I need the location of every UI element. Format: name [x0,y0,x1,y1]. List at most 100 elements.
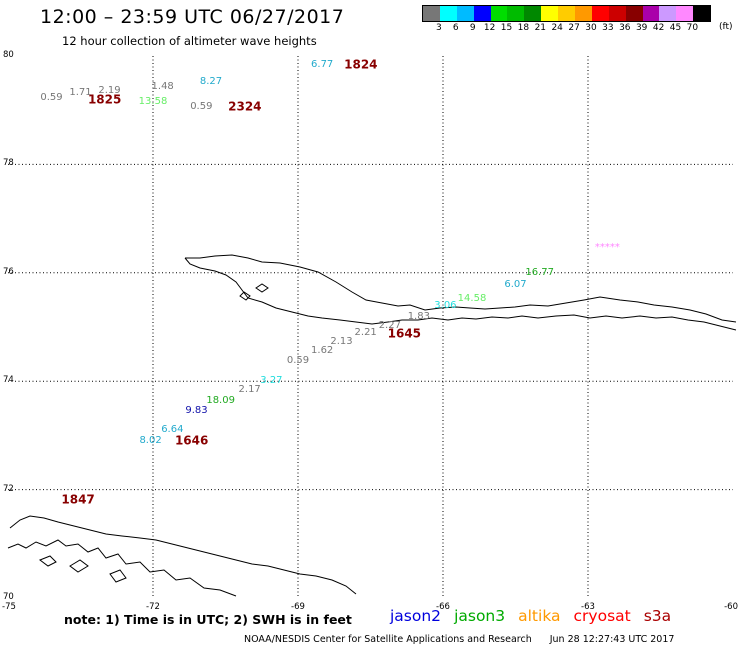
satellite-s3a: s3a [643,607,672,625]
wave-height-value: 2.13 [330,336,353,348]
satellite-jason2: jason2 [390,607,442,625]
pass-time-label: 2324 [228,99,262,114]
wave-height-value: 1.83 [407,311,430,323]
coastline-segment [9,515,357,595]
pass-time-label: 1646 [174,433,209,448]
legend-swatch [423,6,440,21]
legend-swatch [575,6,592,21]
satellite-legend: jason2 jason3 altika cryosat s3a [390,607,684,625]
legend-label: 24 [551,23,563,33]
legend-swatch [541,6,559,21]
latitude-label: 70 [3,592,14,602]
satellite-cryosat: cryosat [573,607,631,625]
wave-height-value: 6.77 [311,59,334,71]
legend-swatch [507,6,525,21]
longitude-label: -63 [581,602,595,612]
coastline-segment [185,254,737,323]
legend-label: 33 [602,23,614,33]
latitude-label: 72 [3,483,14,494]
pass-time-label: 1847 [61,492,95,507]
wave-height-value: 0.59 [40,91,63,103]
wave-height-value: 8.27 [199,75,223,87]
legend-label: 30 [585,23,597,33]
wave-height-value: 6.07 [504,279,527,291]
wave-height-value: 1.71 [69,86,92,98]
footer-timestamp: Jun 28 12:27:43 UTC 2017 [549,634,675,645]
wave-height-value: 2.21 [354,326,377,338]
legend-label: 21 [534,23,547,33]
legend-swatch [558,6,576,21]
wave-height-value: 1.62 [311,345,334,357]
latitude-label: 74 [3,375,14,386]
legend-label: 15 [500,23,513,33]
footer-agency: NOAA/NESDIS Center for Satellite Applica… [244,634,532,645]
legend-swatch [693,6,711,21]
pass-time-label: 1824 [344,57,378,72]
coastline [7,254,737,597]
legend-swatch [591,6,609,21]
pass-time-label: 1825 [87,92,122,107]
legend-label: 18 [517,23,530,33]
wave-height-value: 13.58 [138,96,168,108]
coastline-segment [69,559,89,573]
wave-height-value: 1.48 [151,81,174,93]
legend-swatch [642,6,660,21]
legend-swatch [625,6,643,21]
legend-label: 70 [686,23,699,33]
legend-label: 36 [619,23,631,33]
map-title: 12:00 – 23:59 UTC 06/27/2017 [40,6,345,28]
legend-label: 27 [568,23,580,33]
satellite-altika: altika [518,607,561,625]
wave-height-value: 16.77 [525,266,554,278]
map-subtitle: 12 hour collection of altimeter wave hei… [62,34,317,48]
latitude-label: 78 [3,158,14,169]
legend-swatch [473,6,491,21]
wave-height-value: 3.27 [260,375,283,387]
wave-height-value: 14.58 [457,292,487,304]
latitude-label: 76 [3,266,14,277]
coastline-segment [7,539,237,597]
gridlines [8,56,733,598]
wave-height-value: 0.59 [190,101,213,113]
color-legend [422,5,712,22]
legend-swatch [659,6,677,21]
legend-swatch [524,6,542,21]
wave-height-value: 3.06 [434,300,457,312]
wave-height-value: 18.09 [206,394,235,406]
coastline-segment [239,291,251,301]
coastline-segment [109,569,127,583]
legend-unit: (ft) [719,22,733,32]
longitude-label: -72 [146,602,160,612]
legend-label: 3 [436,23,442,33]
longitude-label: -66 [436,602,450,612]
note-text: note: 1) Time is in UTC; 2) SWH is in fe… [64,612,352,627]
wave-height-value: 2.17 [238,383,261,395]
longitude-label: -75 [2,602,16,612]
legend-label: 6 [452,23,459,33]
legend-label: 39 [635,23,648,33]
coastline-segment [255,283,269,293]
wave-height-value: 8.02 [139,434,162,446]
wave-height-value: 2.19 [98,85,121,97]
longitude-label: -60 [724,602,738,612]
legend-label: 9 [469,23,476,33]
satellite-jason3: jason3 [454,607,506,625]
track-marker: ***** [594,242,620,254]
legend-swatch [456,6,474,21]
latitude-label: 80 [3,50,14,60]
legend-label: 42 [652,23,665,33]
legend-swatch [439,6,457,21]
pass-time-label: 1645 [387,326,422,341]
footer: NOAA/NESDIS Center for Satellite Applica… [244,634,674,645]
wave-height-value: 9.83 [185,404,208,416]
coastline-segment [38,555,57,567]
wave-height-value: 6.64 [161,423,184,435]
legend-label: 12 [483,23,496,33]
legend-swatch [490,6,508,21]
legend-label: 45 [669,23,682,33]
legend-swatch [608,6,626,21]
longitude-label: -69 [291,602,305,612]
legend-swatch [676,6,694,21]
wave-height-value: 0.59 [286,354,310,366]
